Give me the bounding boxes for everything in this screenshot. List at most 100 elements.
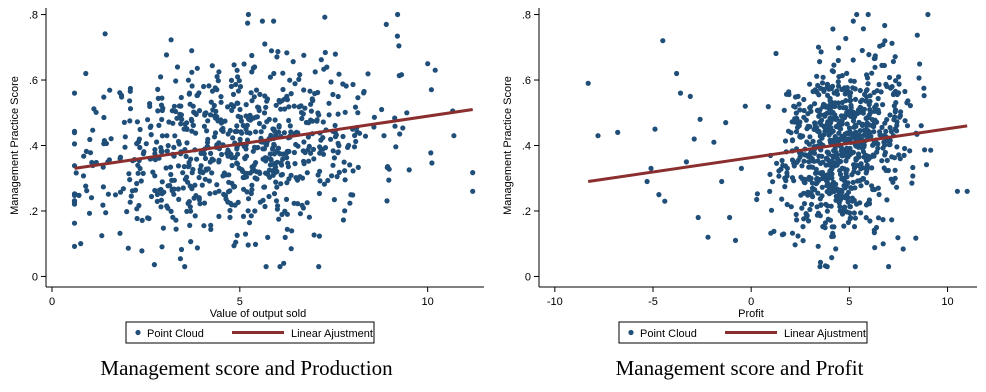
data-point	[871, 89, 877, 96]
data-point	[898, 109, 904, 115]
data-point	[425, 61, 431, 67]
data-point	[197, 201, 203, 207]
data-point	[155, 86, 161, 92]
data-point	[135, 162, 141, 168]
data-point	[836, 74, 842, 80]
data-point	[371, 114, 377, 120]
data-point	[291, 149, 297, 156]
data-point	[250, 65, 256, 71]
y-tick-label: .2	[522, 206, 531, 218]
data-point	[227, 214, 233, 220]
data-point	[303, 119, 309, 126]
data-point	[869, 165, 875, 171]
data-point	[207, 112, 214, 118]
data-point	[154, 191, 160, 198]
data-point	[73, 170, 79, 176]
data-point	[351, 144, 358, 150]
data-point	[687, 93, 693, 99]
data-point	[188, 208, 194, 214]
data-point	[284, 226, 290, 232]
data-point	[71, 128, 78, 134]
data-point	[193, 111, 199, 117]
data-point	[801, 96, 807, 103]
data-point	[795, 233, 801, 239]
data-point	[277, 99, 283, 105]
data-point	[830, 26, 836, 32]
data-point	[876, 81, 882, 88]
data-point	[306, 158, 312, 164]
data-point	[295, 143, 301, 149]
data-point	[404, 110, 410, 116]
data-point	[184, 140, 190, 146]
axes-layer: 0 .2 .4 .6 .8 -10 -5 0 5 10	[522, 8, 977, 308]
data-point	[219, 127, 225, 133]
legend: Point Cloud Linear Ajustment	[618, 321, 868, 344]
data-point	[884, 197, 890, 203]
data-point	[837, 204, 843, 210]
data-point	[254, 176, 260, 182]
data-point	[352, 104, 359, 110]
data-point	[321, 181, 327, 187]
data-point	[866, 201, 873, 207]
data-point	[833, 193, 839, 199]
data-point	[837, 197, 843, 203]
data-point	[252, 241, 259, 247]
data-point	[222, 193, 229, 199]
data-point	[275, 49, 281, 55]
data-point	[849, 185, 855, 191]
data-point	[819, 193, 825, 199]
data-point	[808, 108, 814, 114]
x-tick-label: 5	[237, 296, 243, 308]
data-point	[297, 211, 303, 217]
data-point	[301, 161, 307, 167]
data-point	[674, 70, 680, 77]
data-point	[840, 105, 847, 111]
fit-line	[587, 124, 968, 183]
data-point	[828, 110, 834, 116]
data-point	[117, 156, 123, 162]
data-point	[866, 52, 872, 58]
data-point	[304, 170, 310, 176]
data-point	[159, 95, 165, 101]
data-point	[393, 144, 399, 150]
data-point	[836, 130, 842, 136]
data-point	[190, 103, 196, 109]
data-point	[820, 159, 826, 165]
data-point	[134, 119, 140, 125]
data-point	[134, 206, 140, 212]
data-point	[305, 134, 311, 140]
data-point	[683, 159, 689, 165]
y-tick-label: .8	[522, 10, 531, 22]
legend-label-point-cloud: Point Cloud	[640, 328, 697, 340]
data-point	[268, 48, 275, 54]
data-point	[864, 180, 870, 186]
data-point	[871, 55, 877, 62]
data-point	[890, 58, 896, 65]
data-point	[889, 217, 895, 223]
data-point	[145, 215, 151, 221]
data-point	[90, 127, 96, 133]
data-point	[230, 103, 236, 109]
data-point	[225, 104, 231, 110]
data-point	[271, 70, 277, 77]
data-point	[860, 141, 866, 147]
data-point	[842, 131, 848, 137]
data-point	[823, 104, 829, 110]
data-point	[844, 121, 850, 127]
data-point	[845, 180, 851, 186]
data-point	[184, 208, 190, 214]
data-point	[137, 126, 143, 133]
data-point	[84, 188, 90, 194]
data-point	[879, 158, 885, 164]
data-point	[852, 86, 858, 92]
data-point	[844, 70, 850, 76]
data-point	[864, 120, 870, 126]
data-point	[295, 201, 301, 207]
data-point	[331, 197, 337, 203]
data-point	[350, 81, 356, 88]
data-point	[240, 168, 246, 174]
data-point	[843, 87, 849, 93]
data-point	[811, 150, 818, 156]
data-point	[71, 90, 78, 96]
data-point	[280, 86, 286, 93]
